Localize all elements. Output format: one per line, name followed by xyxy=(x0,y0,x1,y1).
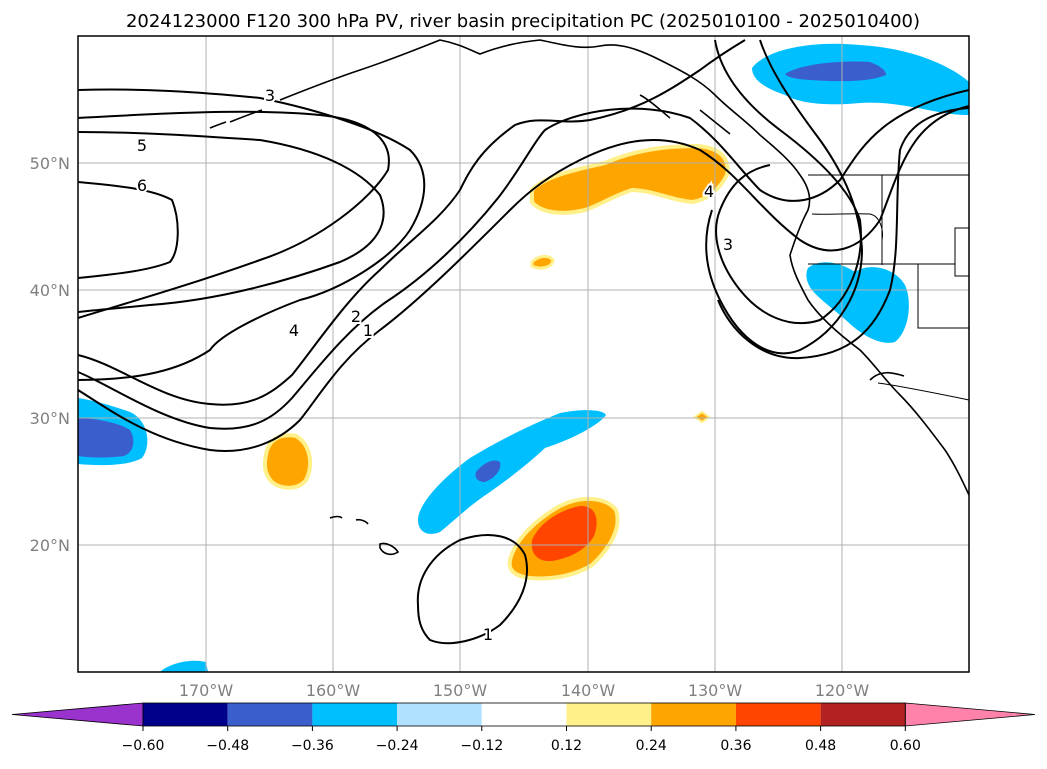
pv-contour-coast-c xyxy=(717,107,970,360)
colorbar: −0.60 −0.48 −0.36 −0.24 −0.12 0.12 0.24 0.36 0.4… xyxy=(11,702,1036,754)
pv-label: 4 xyxy=(704,182,714,201)
negative-core-west xyxy=(78,418,134,458)
positive-region-dot xyxy=(693,410,711,424)
colorbar-tick-label: −0.60 xyxy=(122,738,165,754)
lat-label: 30°N xyxy=(30,409,70,428)
pv-label: 1 xyxy=(363,321,373,340)
colorbar-labels: −0.60 −0.48 −0.36 −0.24 −0.12 0.12 0.24 0.36 0.4… xyxy=(122,738,921,754)
pv-labels: 3 5 6 4 2 1 4 3 1 xyxy=(135,84,735,646)
lon-label: 150°W xyxy=(433,681,488,700)
pv-label: 6 xyxy=(137,176,147,195)
colorbar-tick-label: 0.36 xyxy=(720,738,751,754)
positive-region-small xyxy=(530,254,555,270)
lon-label: 120°W xyxy=(815,681,870,700)
lon-label: 170°W xyxy=(179,681,234,700)
pv-label: 2 xyxy=(351,307,361,326)
pv-label: 3 xyxy=(265,86,275,105)
pv-contour-3 xyxy=(77,39,746,406)
colorbar-segment xyxy=(312,703,398,726)
lon-label: 140°W xyxy=(561,681,616,700)
map-panel: 3 5 6 4 2 1 4 3 1 xyxy=(77,35,970,673)
colorbar-segment xyxy=(227,703,313,726)
pv-label: 4 xyxy=(289,321,299,340)
lon-label: 130°W xyxy=(688,681,743,700)
lat-label: 50°N xyxy=(30,154,70,173)
pv-contour-1 xyxy=(77,105,970,452)
colorbar-tick-label: 0.48 xyxy=(805,738,836,754)
colorbar-outline xyxy=(142,702,906,727)
colorbar-tick-label: −0.48 xyxy=(206,738,249,754)
lon-label: 160°W xyxy=(306,681,361,700)
colorbar-segment xyxy=(481,703,567,726)
negative-region-coast xyxy=(806,262,909,343)
negative-region-central xyxy=(418,410,606,534)
colorbar-tick-label: 0.12 xyxy=(551,738,582,754)
negative-region-south xyxy=(160,660,208,672)
positive-core-south xyxy=(531,505,597,562)
pv-contour-6 xyxy=(77,181,179,279)
borders xyxy=(808,174,970,401)
colorbar-segment xyxy=(143,703,228,726)
colorbar-segments xyxy=(11,702,1036,727)
colorbar-segment xyxy=(397,703,482,726)
negative-core-central xyxy=(475,460,501,482)
colorbar-segment xyxy=(651,703,736,726)
colorbar-tick-label: 0.24 xyxy=(636,738,667,754)
positive-region-west xyxy=(262,433,313,490)
colorbar-tick-label: −0.24 xyxy=(376,738,419,754)
colorbar-segment xyxy=(735,703,821,726)
pv-contour-4a xyxy=(77,110,390,319)
colorbar-segment xyxy=(820,703,906,726)
pv-label: 3 xyxy=(723,235,733,254)
colorbar-tick-label: −0.36 xyxy=(291,738,334,754)
pv-label: 5 xyxy=(137,136,147,155)
lon-labels: 170°W 160°W 150°W 140°W 130°W 120°W xyxy=(179,681,870,700)
pv-contours xyxy=(77,39,970,645)
colorbar-ticks xyxy=(142,726,906,731)
pv-contour-coast-b xyxy=(705,39,864,355)
lat-label: 40°N xyxy=(30,281,70,300)
map-frame xyxy=(77,35,970,673)
colorbar-tick-label: 0.60 xyxy=(890,738,921,754)
pv-label: 1 xyxy=(483,625,493,644)
figure-title: 2024123000 F120 300 hPa PV, river basin … xyxy=(126,11,920,32)
colorbar-tick-label: −0.12 xyxy=(460,738,503,754)
lat-labels: 50°N 40°N 30°N 20°N xyxy=(30,154,70,555)
negative-core-ne xyxy=(785,61,886,82)
pv-contour-5 xyxy=(77,131,385,313)
pv-contour-4b xyxy=(77,88,426,381)
colorbar-segment xyxy=(904,702,1036,727)
colorbar-segment xyxy=(11,702,144,727)
coastlines xyxy=(209,39,970,556)
pv-contour-coast-a xyxy=(714,39,862,325)
colorbar-segment xyxy=(566,703,652,726)
lat-label: 20°N xyxy=(30,536,70,555)
pv-contour-2 xyxy=(77,89,970,430)
pv-contour-south-loop xyxy=(416,534,529,645)
